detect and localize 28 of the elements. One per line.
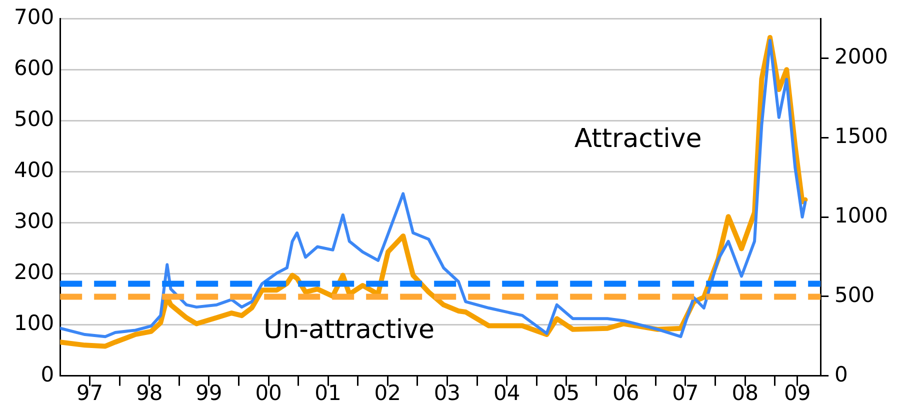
y-tick-label: 200: [14, 260, 54, 284]
x-tick-label: 98: [136, 380, 163, 405]
annotation: Un-attractive: [264, 314, 435, 345]
x-tick-label: 07: [672, 380, 699, 405]
y2-tick-label: 1000: [834, 204, 888, 228]
x-tick-label: 03: [434, 380, 461, 405]
annotation: Attractive: [574, 124, 702, 154]
x-tick-label: 99: [196, 380, 222, 405]
y-tick-label: 700: [14, 5, 54, 30]
y-tick-label: 300: [14, 209, 54, 234]
x-tick-label: 05: [552, 380, 580, 405]
y-tick-label: 500: [14, 107, 54, 132]
x-tick-label: 04: [493, 380, 520, 405]
x-tick-label: 00: [255, 380, 282, 405]
x-tick-label: 01: [314, 380, 342, 405]
y2-tick-label: 0: [834, 362, 848, 386]
y-tick-label: 600: [14, 56, 54, 80]
x-tick-label: 09: [784, 380, 811, 405]
x-tick-label: 97: [76, 380, 104, 405]
y-tick-label: 100: [14, 311, 54, 336]
y-tick-label: 0: [40, 362, 54, 386]
y2-tick-label: 500: [834, 282, 875, 307]
y2-tick-label: 1500: [834, 124, 888, 148]
y-tick-label: 400: [14, 158, 54, 182]
x-tick-label: 02: [374, 380, 401, 405]
x-tick-label: 08: [732, 380, 758, 405]
x-tick-label: 06: [612, 380, 640, 405]
y2-tick-label: 2000: [834, 44, 888, 69]
